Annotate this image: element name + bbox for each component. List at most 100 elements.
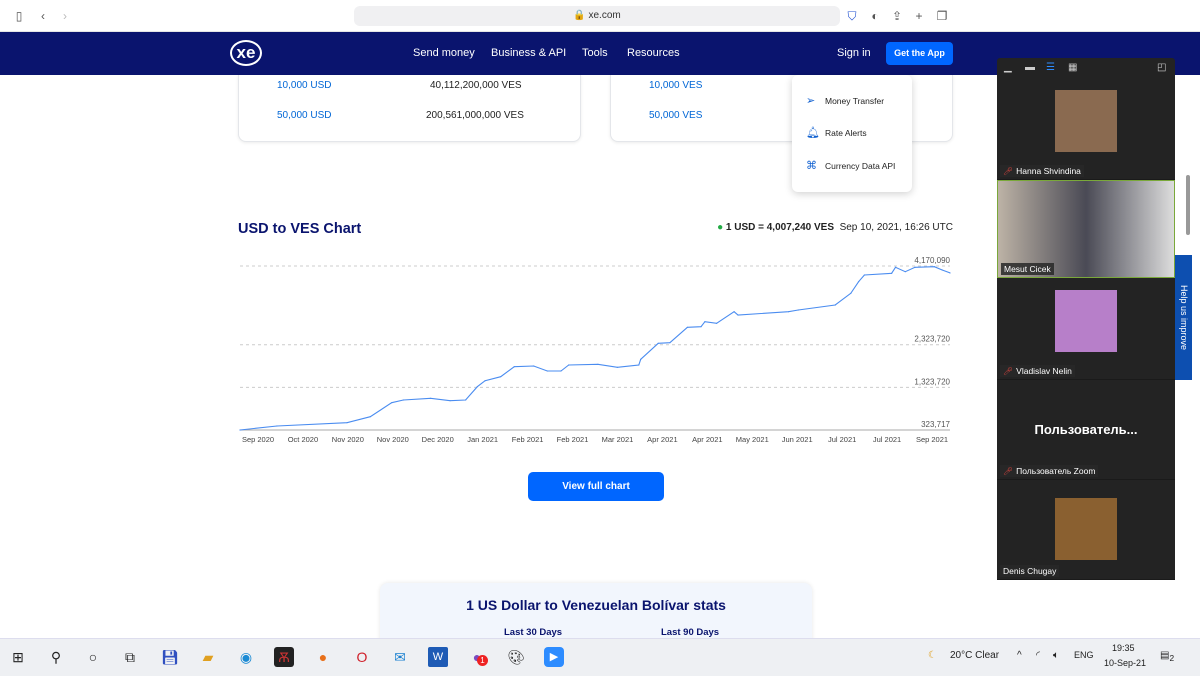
network-icon: ⌘ bbox=[806, 160, 817, 172]
exit-fullscreen-icon[interactable]: ◰ bbox=[1157, 62, 1167, 73]
data-point bbox=[568, 364, 570, 366]
data-point bbox=[513, 366, 515, 368]
data-point bbox=[797, 309, 799, 311]
conversion-from[interactable]: 10,000 USD bbox=[277, 80, 332, 91]
new-tab-icon[interactable]: + bbox=[915, 9, 923, 23]
view-full-chart-button[interactable]: View full chart bbox=[528, 472, 664, 501]
file-explorer-icon[interactable]: ▰ bbox=[202, 649, 214, 665]
single-view-icon[interactable]: ▬ bbox=[1025, 62, 1035, 73]
participant-video bbox=[1055, 290, 1117, 352]
y-tick-label: 323,717 bbox=[921, 420, 950, 429]
clock-time[interactable]: 19:35 bbox=[1112, 643, 1135, 653]
opera-icon[interactable]: O bbox=[356, 649, 368, 665]
stats-col-30-days[interactable]: Last 30 Days bbox=[504, 627, 563, 638]
data-point bbox=[857, 281, 860, 283]
data-point bbox=[669, 342, 671, 344]
participant-tile[interactable]: Пользователь... 🎤︎ Пользователь Zoom bbox=[997, 380, 1175, 480]
muted-mic-icon: 🎤︎ bbox=[1003, 466, 1014, 476]
participant-video bbox=[1055, 90, 1117, 152]
usd-ves-line-chart[interactable]: 4,170,090 2,323,720 1,323,720 323,717 Sep 20… bbox=[236, 252, 956, 452]
cortana-icon[interactable]: ○ bbox=[88, 649, 98, 665]
back-icon[interactable]: ‹ bbox=[41, 9, 45, 23]
task-view-icon[interactable]: ⧉ bbox=[125, 649, 135, 665]
data-point bbox=[484, 380, 486, 382]
game-app-icon[interactable]: Ѫ bbox=[274, 647, 294, 667]
help-us-improve-tab[interactable]: Help us improve bbox=[1175, 255, 1192, 380]
clock-date[interactable]: 10-Sep-21 bbox=[1104, 658, 1147, 668]
url-text: xe.com bbox=[588, 10, 621, 21]
tabs-icon[interactable]: ❐ bbox=[936, 9, 948, 23]
paint-icon[interactable]: 🎨︎ bbox=[507, 649, 525, 665]
volume-icon[interactable]: 🔈︎ bbox=[1053, 650, 1059, 661]
x-tick-label: Feb 2021 bbox=[557, 435, 589, 444]
conversion-card-usd: 10,000 USD 40,112,200,000 VES 50,000 USD… bbox=[238, 75, 581, 142]
weather-text[interactable]: 20°C Clear bbox=[950, 650, 1000, 661]
participant-tile[interactable]: 🎤︎ Hanna Shvindina bbox=[997, 80, 1175, 180]
conversion-to: 40,112,200,000 VES bbox=[430, 80, 522, 91]
data-point bbox=[737, 314, 739, 316]
viber-icon[interactable]: ●1 bbox=[467, 647, 488, 667]
x-tick-label: Jan 2021 bbox=[467, 435, 498, 444]
save-app-icon[interactable]: 💾︎ bbox=[161, 649, 179, 665]
xe-logo[interactable]: xe bbox=[230, 40, 262, 66]
zoom-app-icon[interactable]: ▶ bbox=[544, 647, 564, 667]
notifications-icon[interactable]: ▤2 bbox=[1160, 650, 1175, 663]
x-tick-label: Nov 2020 bbox=[377, 435, 409, 444]
conversion-from[interactable]: 10,000 VES bbox=[649, 80, 703, 91]
participant-name: 🎤︎ Hanna Shvindina bbox=[1000, 165, 1084, 177]
data-point bbox=[369, 416, 371, 418]
participant-tile[interactable]: Denis Chugay bbox=[997, 480, 1175, 580]
participant-name: Mesut Cicek bbox=[1001, 263, 1054, 275]
forward-icon[interactable]: › bbox=[63, 9, 67, 23]
zoom-view-toolbar: ▁ ▬ ☰ ▦ ◰ bbox=[997, 58, 1175, 80]
shield-icon[interactable]: ⛉ bbox=[847, 9, 857, 23]
mail-icon[interactable]: ✉ bbox=[394, 649, 406, 665]
get-app-button[interactable]: Get the App bbox=[886, 42, 953, 65]
wifi-icon[interactable]: ◜ bbox=[1036, 650, 1040, 661]
edge-icon[interactable]: ◉ bbox=[239, 649, 253, 665]
menu-item-rate-alerts[interactable]: 🔔︎ Rate Alerts bbox=[806, 126, 867, 139]
x-tick-label: Apr 2021 bbox=[647, 435, 677, 444]
sign-in-link[interactable]: Sign in bbox=[837, 47, 871, 59]
url-bar[interactable]: 🔒 xe.com bbox=[354, 6, 840, 26]
stats-title: 1 US Dollar to Venezuelan Bolívar stats bbox=[466, 597, 726, 613]
start-icon[interactable]: ⊞ bbox=[12, 649, 24, 665]
menu-item-label: Currency Data API bbox=[825, 160, 896, 171]
participant-tile[interactable]: 🎤︎ Vladislav Nelin bbox=[997, 280, 1175, 380]
conversion-from[interactable]: 50,000 VES bbox=[649, 110, 703, 121]
data-point bbox=[914, 266, 916, 268]
menu-item-currency-data-api[interactable]: ⌘ Currency Data API bbox=[806, 159, 895, 172]
browser-toolbar: ▯ ‹ › 🔒 xe.com ⛉ ◐ ⇪ + ❐ bbox=[0, 0, 1200, 32]
language-indicator[interactable]: ENG bbox=[1074, 650, 1094, 660]
data-point bbox=[850, 292, 852, 294]
x-tick-label: Nov 2020 bbox=[332, 435, 364, 444]
send-icon: ➢ bbox=[806, 95, 816, 107]
data-point bbox=[597, 363, 599, 365]
show-hidden-icons[interactable]: ^ bbox=[1017, 650, 1022, 661]
firefox-icon[interactable]: ● bbox=[318, 649, 328, 665]
nav-send-money[interactable]: Send money bbox=[413, 47, 475, 59]
nav-tools[interactable]: Tools bbox=[582, 47, 608, 59]
share-icon[interactable]: ⇪ bbox=[891, 9, 903, 23]
privacy-icon[interactable]: ◐ bbox=[871, 9, 879, 23]
conversion-to: 200,561,000,000 VES bbox=[426, 110, 524, 121]
participant-tile-active[interactable]: Mesut Cicek bbox=[997, 180, 1175, 278]
search-icon[interactable]: ⚲ bbox=[50, 649, 62, 665]
minimize-icon[interactable]: ▁ bbox=[1004, 62, 1012, 73]
grid-view-icon[interactable]: ▦ bbox=[1068, 62, 1078, 73]
nav-business-api[interactable]: Business & API bbox=[491, 47, 567, 59]
x-tick-label: Jun 2021 bbox=[782, 435, 813, 444]
word-icon[interactable]: W bbox=[428, 647, 448, 667]
stats-col-90-days[interactable]: Last 90 Days bbox=[661, 627, 720, 638]
menu-item-money-transfer[interactable]: ➢ Money Transfer bbox=[806, 94, 884, 107]
page-scrollbar[interactable] bbox=[1186, 175, 1190, 235]
nav-resources[interactable]: Resources bbox=[627, 47, 680, 59]
x-tick-label: Jul 2021 bbox=[873, 435, 901, 444]
conversion-from[interactable]: 50,000 USD bbox=[277, 110, 332, 121]
data-point bbox=[640, 358, 642, 360]
data-point bbox=[402, 399, 404, 401]
data-point bbox=[560, 370, 562, 372]
sidebar-icon[interactable]: ▯ bbox=[15, 9, 23, 23]
strip-view-icon[interactable]: ☰ bbox=[1046, 62, 1055, 73]
participant-name: 🎤︎ Пользователь Zoom bbox=[1000, 465, 1099, 477]
